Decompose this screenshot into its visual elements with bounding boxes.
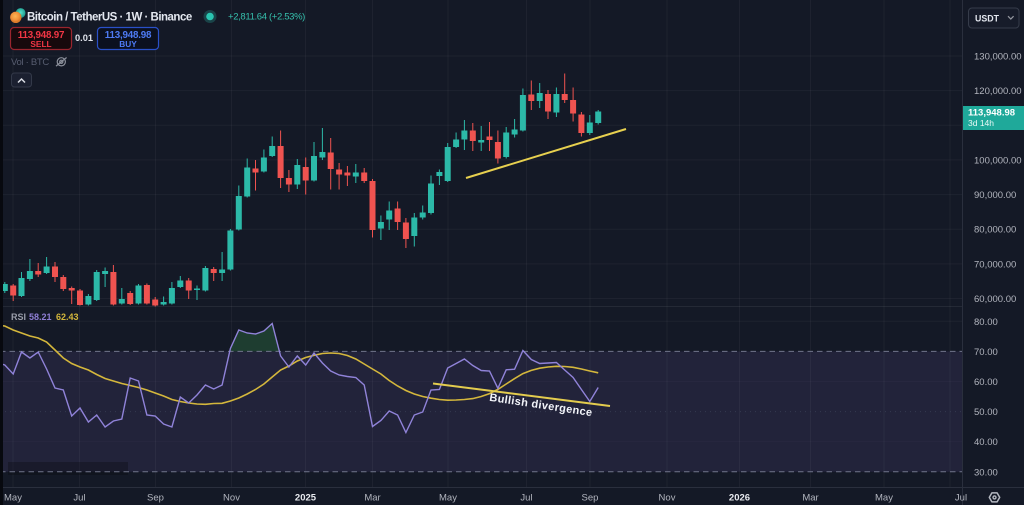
svg-text:30.00: 30.00 (974, 467, 998, 478)
svg-text:USDT: USDT (975, 14, 1000, 24)
svg-text:113,948.98: 113,948.98 (105, 30, 152, 41)
svg-text:40.00: 40.00 (974, 437, 998, 448)
svg-text:Sep: Sep (147, 493, 164, 504)
svg-text:50.00: 50.00 (974, 407, 998, 418)
svg-text:60.00: 60.00 (974, 377, 998, 388)
svg-text:60,000.00: 60,000.00 (974, 294, 1016, 305)
svg-text:2026: 2026 (729, 493, 750, 504)
svg-text:113,948.97: 113,948.97 (18, 30, 65, 41)
svg-text:100,000.00: 100,000.00 (974, 155, 1022, 166)
svg-text:Jul: Jul (955, 493, 967, 504)
svg-text:Mar: Mar (802, 493, 818, 504)
svg-text:0.01: 0.01 (75, 33, 93, 43)
svg-text:Jul: Jul (520, 493, 532, 504)
svg-text:Mar: Mar (364, 493, 380, 504)
svg-text:May: May (875, 493, 893, 504)
svg-text:Vol · BTC: Vol · BTC (11, 57, 49, 68)
svg-text:SELL: SELL (30, 39, 51, 49)
svg-text:113,948.98: 113,948.98 (968, 108, 1015, 119)
svg-text:Jul: Jul (73, 493, 85, 504)
svg-text:May: May (4, 493, 22, 504)
svg-text:May: May (439, 493, 457, 504)
svg-text:70,000.00: 70,000.00 (974, 259, 1016, 270)
svg-text:90,000.00: 90,000.00 (974, 190, 1016, 201)
svg-text:Nov: Nov (659, 493, 676, 504)
svg-text:70.00: 70.00 (974, 347, 998, 358)
svg-text:3d 14h: 3d 14h (968, 118, 994, 128)
svg-text:120,000.00: 120,000.00 (974, 86, 1022, 97)
svg-text:Bitcoin / TetherUS · 1W · Bina: Bitcoin / TetherUS · 1W · Binance (27, 12, 192, 24)
svg-text:Nov: Nov (223, 493, 240, 504)
svg-text:58.21: 58.21 (29, 312, 52, 322)
svg-text:BUY: BUY (119, 39, 137, 49)
svg-text:RSI: RSI (11, 312, 26, 322)
svg-text:2025: 2025 (295, 493, 317, 504)
svg-text:62.43: 62.43 (56, 312, 79, 322)
svg-text:80.00: 80.00 (974, 317, 998, 328)
svg-text:Sep: Sep (582, 493, 599, 504)
svg-text:80,000.00: 80,000.00 (974, 225, 1016, 236)
svg-text:130,000.00: 130,000.00 (974, 52, 1022, 63)
svg-text:+2,811.64 (+2.53%): +2,811.64 (+2.53%) (228, 12, 305, 23)
